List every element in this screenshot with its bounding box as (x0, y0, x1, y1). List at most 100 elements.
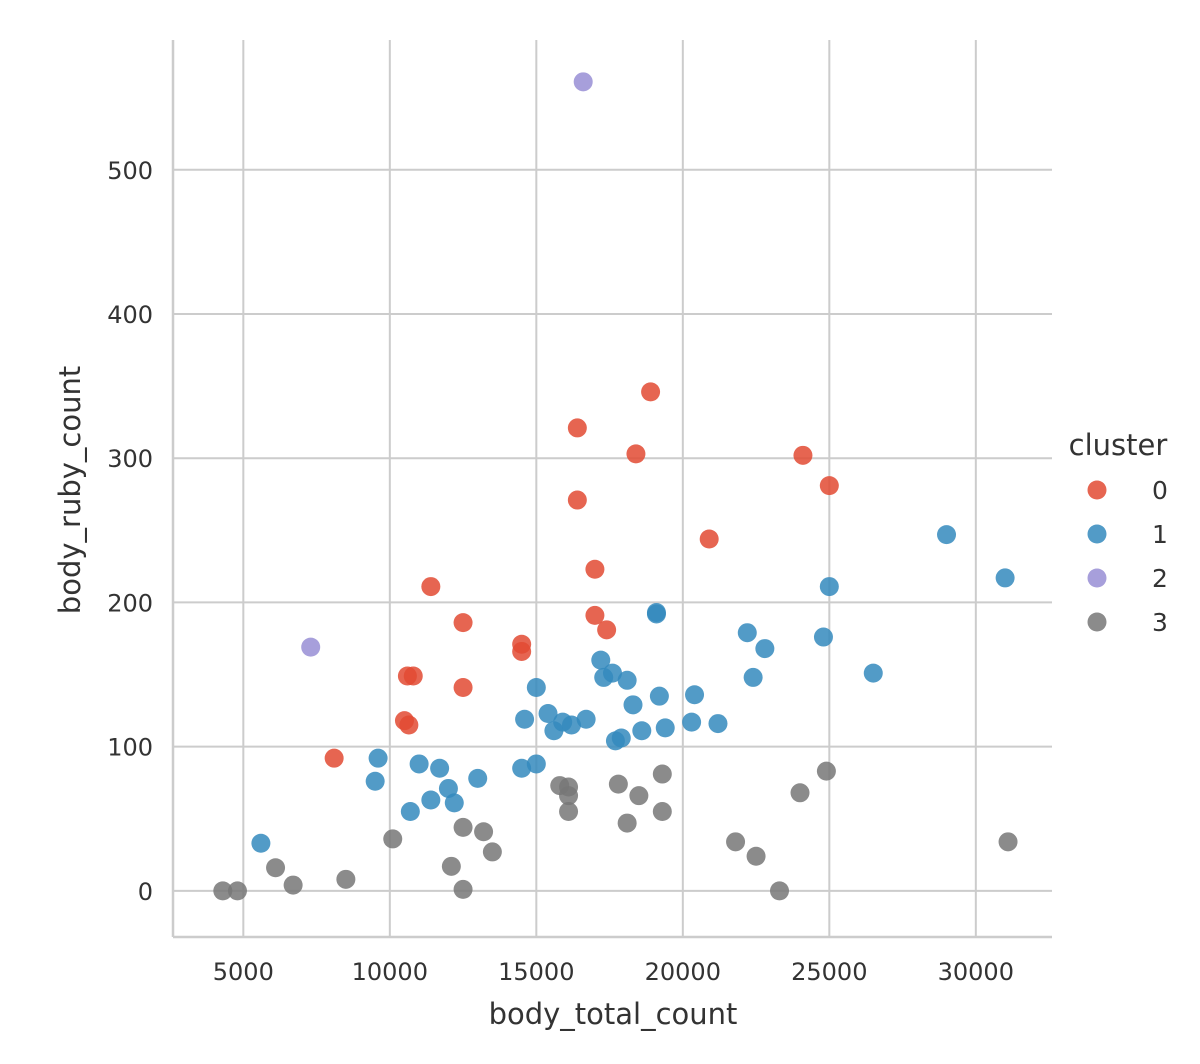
data-point-cluster-1 (819, 577, 839, 597)
legend-items: 0 1 2 3 (1087, 476, 1168, 637)
data-point-cluster-3 (283, 875, 303, 895)
data-point-cluster-0 (567, 418, 587, 438)
data-point-cluster-1 (526, 678, 546, 698)
data-point-cluster-1 (632, 721, 652, 741)
data-point-cluster-3 (474, 822, 494, 842)
data-point-cluster-1 (468, 768, 488, 788)
data-point-cluster-3 (652, 764, 672, 784)
data-point-cluster-1 (863, 663, 883, 683)
legend-title: cluster (1069, 428, 1168, 462)
data-point-cluster-3 (453, 879, 473, 899)
data-point-cluster-3 (746, 846, 766, 866)
data-point-cluster-1 (655, 718, 675, 738)
data-point-cluster-1 (611, 728, 631, 748)
data-point-cluster-1 (430, 758, 450, 778)
data-point-cluster-1 (515, 709, 535, 729)
data-point-cluster-3 (816, 761, 836, 781)
data-point-cluster-1 (743, 667, 763, 687)
data-point-cluster-2 (301, 637, 321, 657)
data-point-cluster-3 (441, 856, 461, 876)
data-point-cluster-3 (652, 802, 672, 822)
data-point-cluster-0 (421, 577, 441, 597)
data-point-cluster-1 (813, 627, 833, 647)
data-point-cluster-1 (251, 833, 271, 853)
series-cluster-2 (301, 72, 593, 657)
y-axis-label: body_ruby_count (53, 366, 87, 614)
data-point-cluster-0 (585, 559, 605, 579)
data-point-cluster-1 (682, 712, 702, 732)
data-point-cluster-3 (213, 881, 233, 901)
data-point-cluster-1 (937, 525, 957, 545)
data-point-cluster-3 (726, 832, 746, 852)
data-point-cluster-0 (819, 476, 839, 496)
legend-marker (1087, 612, 1107, 632)
data-point-cluster-0 (597, 620, 617, 640)
legend-label: 0 (1152, 476, 1168, 505)
x-tick-label: 20000 (645, 958, 721, 986)
y-tick-label: 200 (107, 589, 153, 617)
data-point-cluster-0 (641, 382, 661, 402)
data-point-cluster-3 (629, 786, 649, 806)
data-point-cluster-1 (421, 790, 441, 810)
data-point-cluster-3 (266, 858, 286, 878)
data-point-cluster-3 (482, 842, 502, 862)
data-point-cluster-1 (755, 639, 775, 659)
data-point-cluster-1 (737, 623, 757, 643)
data-point-cluster-0 (453, 613, 473, 633)
x-tick-label: 10000 (352, 958, 428, 986)
y-tick-label: 0 (138, 878, 153, 906)
data-point-cluster-1 (512, 758, 532, 778)
data-point-cluster-3 (770, 881, 790, 901)
legend-marker (1087, 480, 1107, 500)
series-cluster-1 (251, 525, 1015, 853)
data-point-cluster-0 (567, 490, 587, 510)
data-point-cluster-3 (227, 881, 247, 901)
data-point-cluster-0 (585, 605, 605, 625)
data-point-cluster-1 (646, 604, 666, 624)
data-point-cluster-0 (793, 445, 813, 465)
data-point-cluster-3 (617, 813, 637, 833)
data-point-cluster-3 (383, 829, 403, 849)
axes-layer (171, 40, 1052, 939)
data-point-cluster-3 (790, 783, 810, 803)
legend-item-0: 0 (1087, 476, 1168, 505)
data-point-cluster-0 (512, 641, 532, 661)
data-point-cluster-0 (324, 748, 344, 768)
data-point-cluster-1 (623, 695, 643, 715)
data-point-cluster-3 (559, 802, 579, 822)
data-point-cluster-1 (603, 663, 622, 683)
data-point-cluster-0 (699, 529, 719, 549)
series-cluster-0 (324, 382, 839, 768)
legend: cluster 0 1 2 3 (1069, 428, 1168, 637)
data-point-cluster-1 (995, 568, 1015, 588)
grid-layer (173, 40, 1052, 937)
data-point-cluster-1 (438, 778, 458, 798)
legend-item-3: 3 (1087, 608, 1168, 637)
data-point-cluster-1 (591, 650, 611, 670)
x-axis-label: body_total_count (489, 997, 738, 1031)
x-tick-label: 5000 (213, 958, 274, 986)
data-point-cluster-0 (399, 715, 419, 735)
data-point-cluster-3 (608, 774, 628, 794)
data-point-cluster-1 (526, 754, 546, 774)
data-point-cluster-0 (626, 444, 646, 464)
data-point-cluster-1 (576, 709, 596, 729)
data-point-cluster-1 (561, 715, 581, 735)
x-tick-label: 25000 (791, 958, 867, 986)
data-point-cluster-1 (444, 793, 464, 813)
data-point-cluster-3 (559, 786, 579, 806)
data-point-cluster-0 (453, 678, 473, 698)
legend-label: 1 (1152, 520, 1168, 549)
data-point-cluster-3 (336, 869, 356, 889)
x-tick-label: 15000 (498, 958, 574, 986)
data-point-cluster-3 (998, 832, 1018, 852)
legend-item-1: 1 (1087, 520, 1168, 549)
x-tick-label: 30000 (938, 958, 1014, 986)
data-point-cluster-1 (538, 703, 558, 723)
legend-marker (1087, 524, 1107, 544)
data-point-cluster-1 (685, 685, 705, 705)
data-point-cluster-1 (400, 802, 420, 822)
data-point-cluster-1 (365, 771, 385, 791)
